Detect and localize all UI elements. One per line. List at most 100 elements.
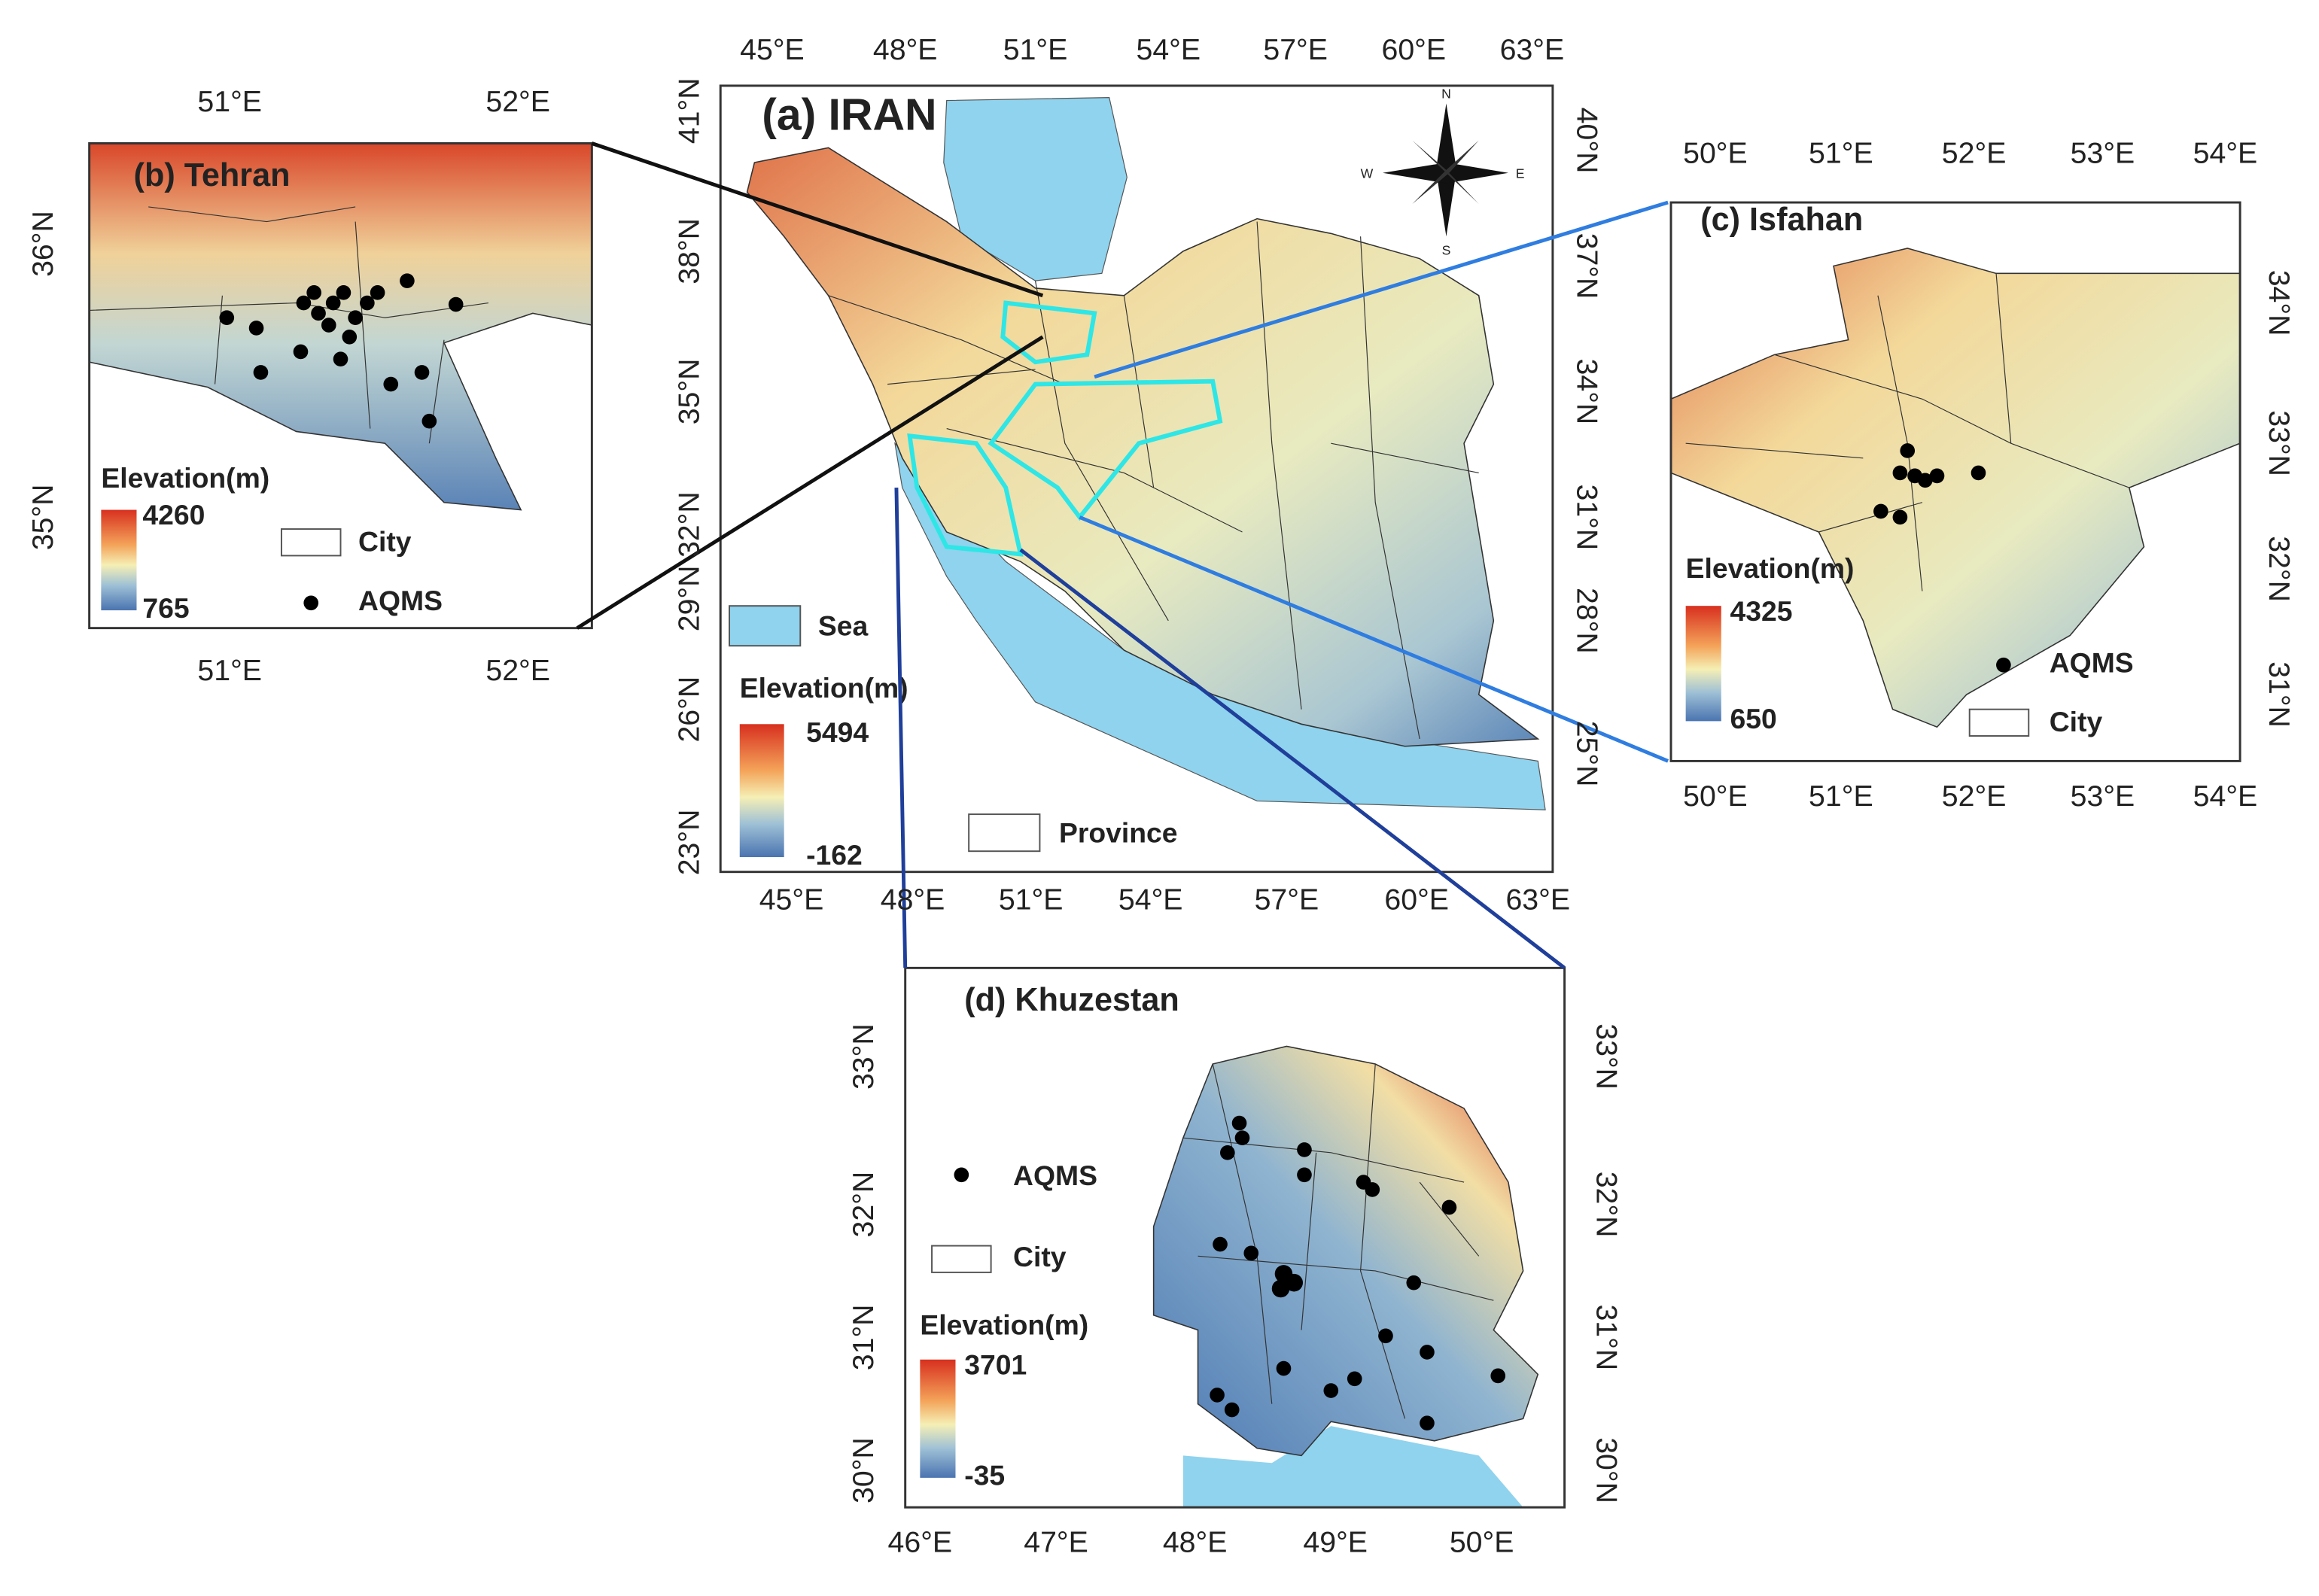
map-frame [719,84,1554,874]
iran-land [746,147,1540,747]
city-swatch [1968,708,2030,737]
x-tick-label: 54°E [2193,780,2258,813]
compass-label: E [1516,166,1525,181]
connector-lines [576,141,1669,970]
y-tick-label: 36°N [26,211,59,277]
legend-label: 3701 [964,1348,1027,1380]
elevation-colorbar [920,1359,956,1478]
legend-label: City [358,526,412,558]
panel-title: (b) Tehran [134,157,291,193]
y-tick-label: 33°N [847,1023,880,1090]
x-tick-label: 54°E [1118,883,1183,916]
y-tick-label: 35°N [26,484,59,550]
sea-swatch [729,605,802,647]
aqms-symbol [1996,657,2011,673]
y-tick-label: 32°N [1590,1172,1623,1238]
legend-label: 4260 [142,499,205,530]
y-tick-label: 33°N [2263,410,2296,476]
x-tick-label: 52°E [1942,137,2007,170]
aqms-symbol [303,595,319,611]
persian-gulf [894,442,1546,810]
legend-label: 765 [142,592,189,624]
x-tick-label: 50°E [1683,780,1748,813]
map-frame [904,966,1566,1509]
compass: N E S W [1361,86,1525,257]
legend-label: City [1013,1241,1067,1272]
x-tick-label: 48°E [1163,1526,1228,1559]
x-tick-label: 51°E [197,654,262,687]
province-swatch [968,813,1041,853]
x-tick-label: 53°E [2071,780,2135,813]
y-tick-label: 31°N [1571,484,1604,550]
y-tick-label: 32°N [847,1172,880,1238]
y-tick-label: 23°N [672,810,705,876]
elevation-colorbar [739,724,784,858]
y-tick-label: 30°N [1590,1437,1623,1503]
legend-label: 4325 [1730,595,1793,627]
x-tick-label: 51°E [1809,780,1873,813]
y-tick-label: 28°N [1571,588,1604,654]
y-tick-label: 34°N [2263,270,2296,336]
legend-title: Elevation(m) [920,1309,1088,1340]
x-tick-label: 53°E [2071,137,2135,170]
city-swatch [280,528,342,557]
iran-map [720,85,1553,872]
x-tick-label: 60°E [1381,33,1446,66]
elevation-colorbar [1685,606,1721,722]
legend-title: Elevation(m) [740,672,908,704]
x-tick-label: 63°E [1505,883,1570,916]
compass-label: N [1441,86,1451,101]
legend-title: Elevation(m) [101,462,269,494]
x-tick-label: 51°E [1809,137,1873,170]
x-tick-label: 46°E [888,1526,953,1559]
panel-title: (a) IRAN [762,91,936,140]
legend-label: Sea [818,610,869,642]
x-tick-label: 45°E [759,883,824,916]
x-tick-label: 45°E [740,33,805,66]
x-tick-label: 52°E [485,654,550,687]
legend-label: AQMS [358,585,443,616]
x-tick-label: 50°E [1450,1526,1514,1559]
legend-label: Province [1059,816,1178,848]
x-tick-label: 54°E [1136,33,1201,66]
y-tick-label: 31°N [2263,661,2296,728]
x-tick-label: 63°E [1500,33,1565,66]
y-tick-label: 25°N [1571,721,1604,787]
compass-label: S [1442,243,1451,258]
panel-title: (c) Isfahan [1700,202,1863,238]
y-tick-label: 26°N [672,676,705,743]
y-tick-label: 31°N [847,1304,880,1370]
legend-label: -35 [964,1460,1005,1491]
elevation-colorbar [101,509,137,611]
map-frame [1669,201,2241,762]
y-tick-label: 29°N [672,566,705,632]
legend-label: City [2050,706,2103,737]
y-tick-label: 32°N [672,491,705,558]
khuzestan-map [905,968,1565,1508]
x-tick-label: 60°E [1384,883,1449,916]
x-tick-label: 57°E [1263,33,1328,66]
x-tick-label: 50°E [1683,137,1748,170]
y-tick-label: 30°N [847,1437,880,1503]
y-tick-label: 33°N [1590,1023,1623,1090]
x-tick-label: 49°E [1303,1526,1368,1559]
x-tick-label: 52°E [485,85,550,118]
legend-label: 5494 [806,716,869,748]
x-tick-label: 51°E [1003,33,1068,66]
x-tick-label: 54°E [2193,137,2258,170]
panel-title: (d) Khuzestan [964,982,1179,1018]
study-provinces [907,300,1223,557]
y-tick-label: 32°N [2263,536,2296,602]
y-tick-label: 41°N [672,78,705,144]
x-tick-label: 51°E [999,883,1064,916]
x-tick-label: 57°E [1255,883,1319,916]
x-tick-label: 48°E [881,883,945,916]
city-swatch [931,1245,992,1273]
isfahan-map [1671,202,2241,762]
x-tick-label: 48°E [873,33,938,66]
caspian-sea [943,97,1128,281]
y-tick-label: 35°N [672,359,705,425]
x-tick-label: 51°E [197,85,262,118]
y-tick-label: 34°N [1571,359,1604,425]
